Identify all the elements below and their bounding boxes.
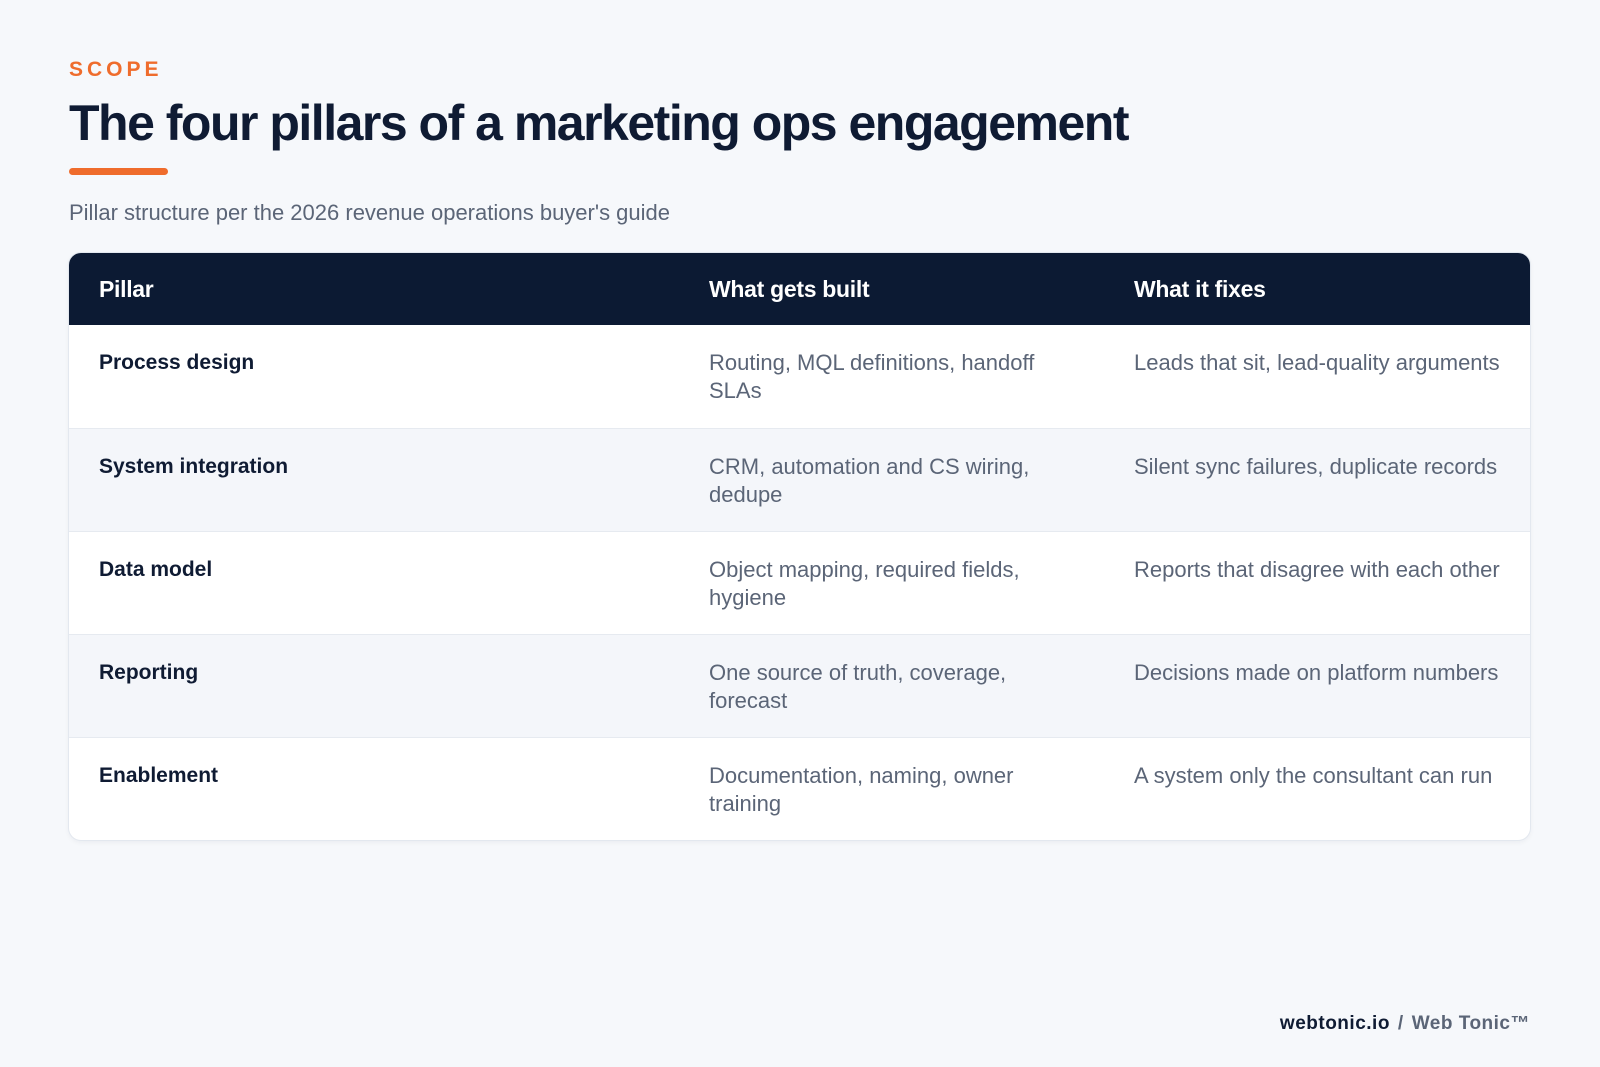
cell-what-it-fixes: Leads that sit, lead-quality arguments bbox=[1134, 350, 1500, 375]
cell-pillar: System integration bbox=[99, 454, 289, 478]
cell-pillar: Data model bbox=[99, 557, 213, 581]
cell-what-it-fixes: A system only the consultant can run bbox=[1134, 762, 1493, 788]
cell-what-it-fixes: Reports that disagree with each other bbox=[1134, 556, 1500, 582]
cell-what-gets-built: Documentation, naming, owner training bbox=[709, 762, 1014, 816]
page-subtitle: Pillar structure per the 2026 revenue op… bbox=[69, 200, 671, 225]
pillars-table-card: Pillar What gets built What it fixes Pro… bbox=[69, 253, 1530, 840]
footer-separator: / bbox=[1397, 1013, 1404, 1034]
cell-what-gets-built: Routing, MQL definitions, handoff SLAs bbox=[709, 350, 1035, 403]
column-header-what-gets-built: What gets built bbox=[709, 275, 870, 302]
title-accent-bar bbox=[69, 168, 168, 175]
table-header-row: Pillar What gets built What it fixes bbox=[69, 253, 1530, 325]
table-row: Process design Routing, MQL definitions,… bbox=[69, 325, 1530, 428]
table-row: Enablement Documentation, naming, owner … bbox=[69, 737, 1530, 840]
table-row: Data model Object mapping, required fiel… bbox=[69, 531, 1530, 634]
cell-pillar: Reporting bbox=[99, 660, 199, 684]
table-row: System integration CRM, automation and C… bbox=[69, 428, 1530, 531]
table-body: Process design Routing, MQL definitions,… bbox=[69, 325, 1530, 840]
column-header-pillar: Pillar bbox=[99, 275, 154, 302]
footer-brand: Web Tonic™ bbox=[1411, 1013, 1530, 1034]
pillars-table: Pillar What gets built What it fixes Pro… bbox=[69, 253, 1530, 840]
eyebrow-label: SCOPE bbox=[69, 58, 163, 81]
cell-what-it-fixes: Decisions made on platform numbers bbox=[1134, 659, 1499, 685]
cell-what-it-fixes: Silent sync failures, duplicate records bbox=[1134, 453, 1498, 479]
cell-what-gets-built: CRM, automation and CS wiring, dedupe bbox=[709, 453, 1030, 507]
cell-what-gets-built: Object mapping, required fields, hygiene bbox=[709, 556, 1020, 610]
cell-what-gets-built: One source of truth, coverage, forecast bbox=[709, 659, 1007, 713]
table-header: Pillar What gets built What it fixes bbox=[69, 253, 1530, 325]
cell-pillar: Enablement bbox=[99, 763, 219, 787]
column-header-what-it-fixes: What it fixes bbox=[1134, 275, 1266, 302]
footer-domain: webtonic.io bbox=[1279, 1013, 1390, 1034]
page-content: SCOPE The four pillars of a marketing op… bbox=[69, 58, 1530, 840]
table-row: Reporting One source of truth, coverage,… bbox=[69, 634, 1530, 737]
cell-pillar: Process design bbox=[99, 351, 255, 374]
page-title: The four pillars of a marketing ops enga… bbox=[69, 95, 1129, 151]
footer-credit: webtonic.io / Web Tonic™ bbox=[1280, 1012, 1530, 1036]
